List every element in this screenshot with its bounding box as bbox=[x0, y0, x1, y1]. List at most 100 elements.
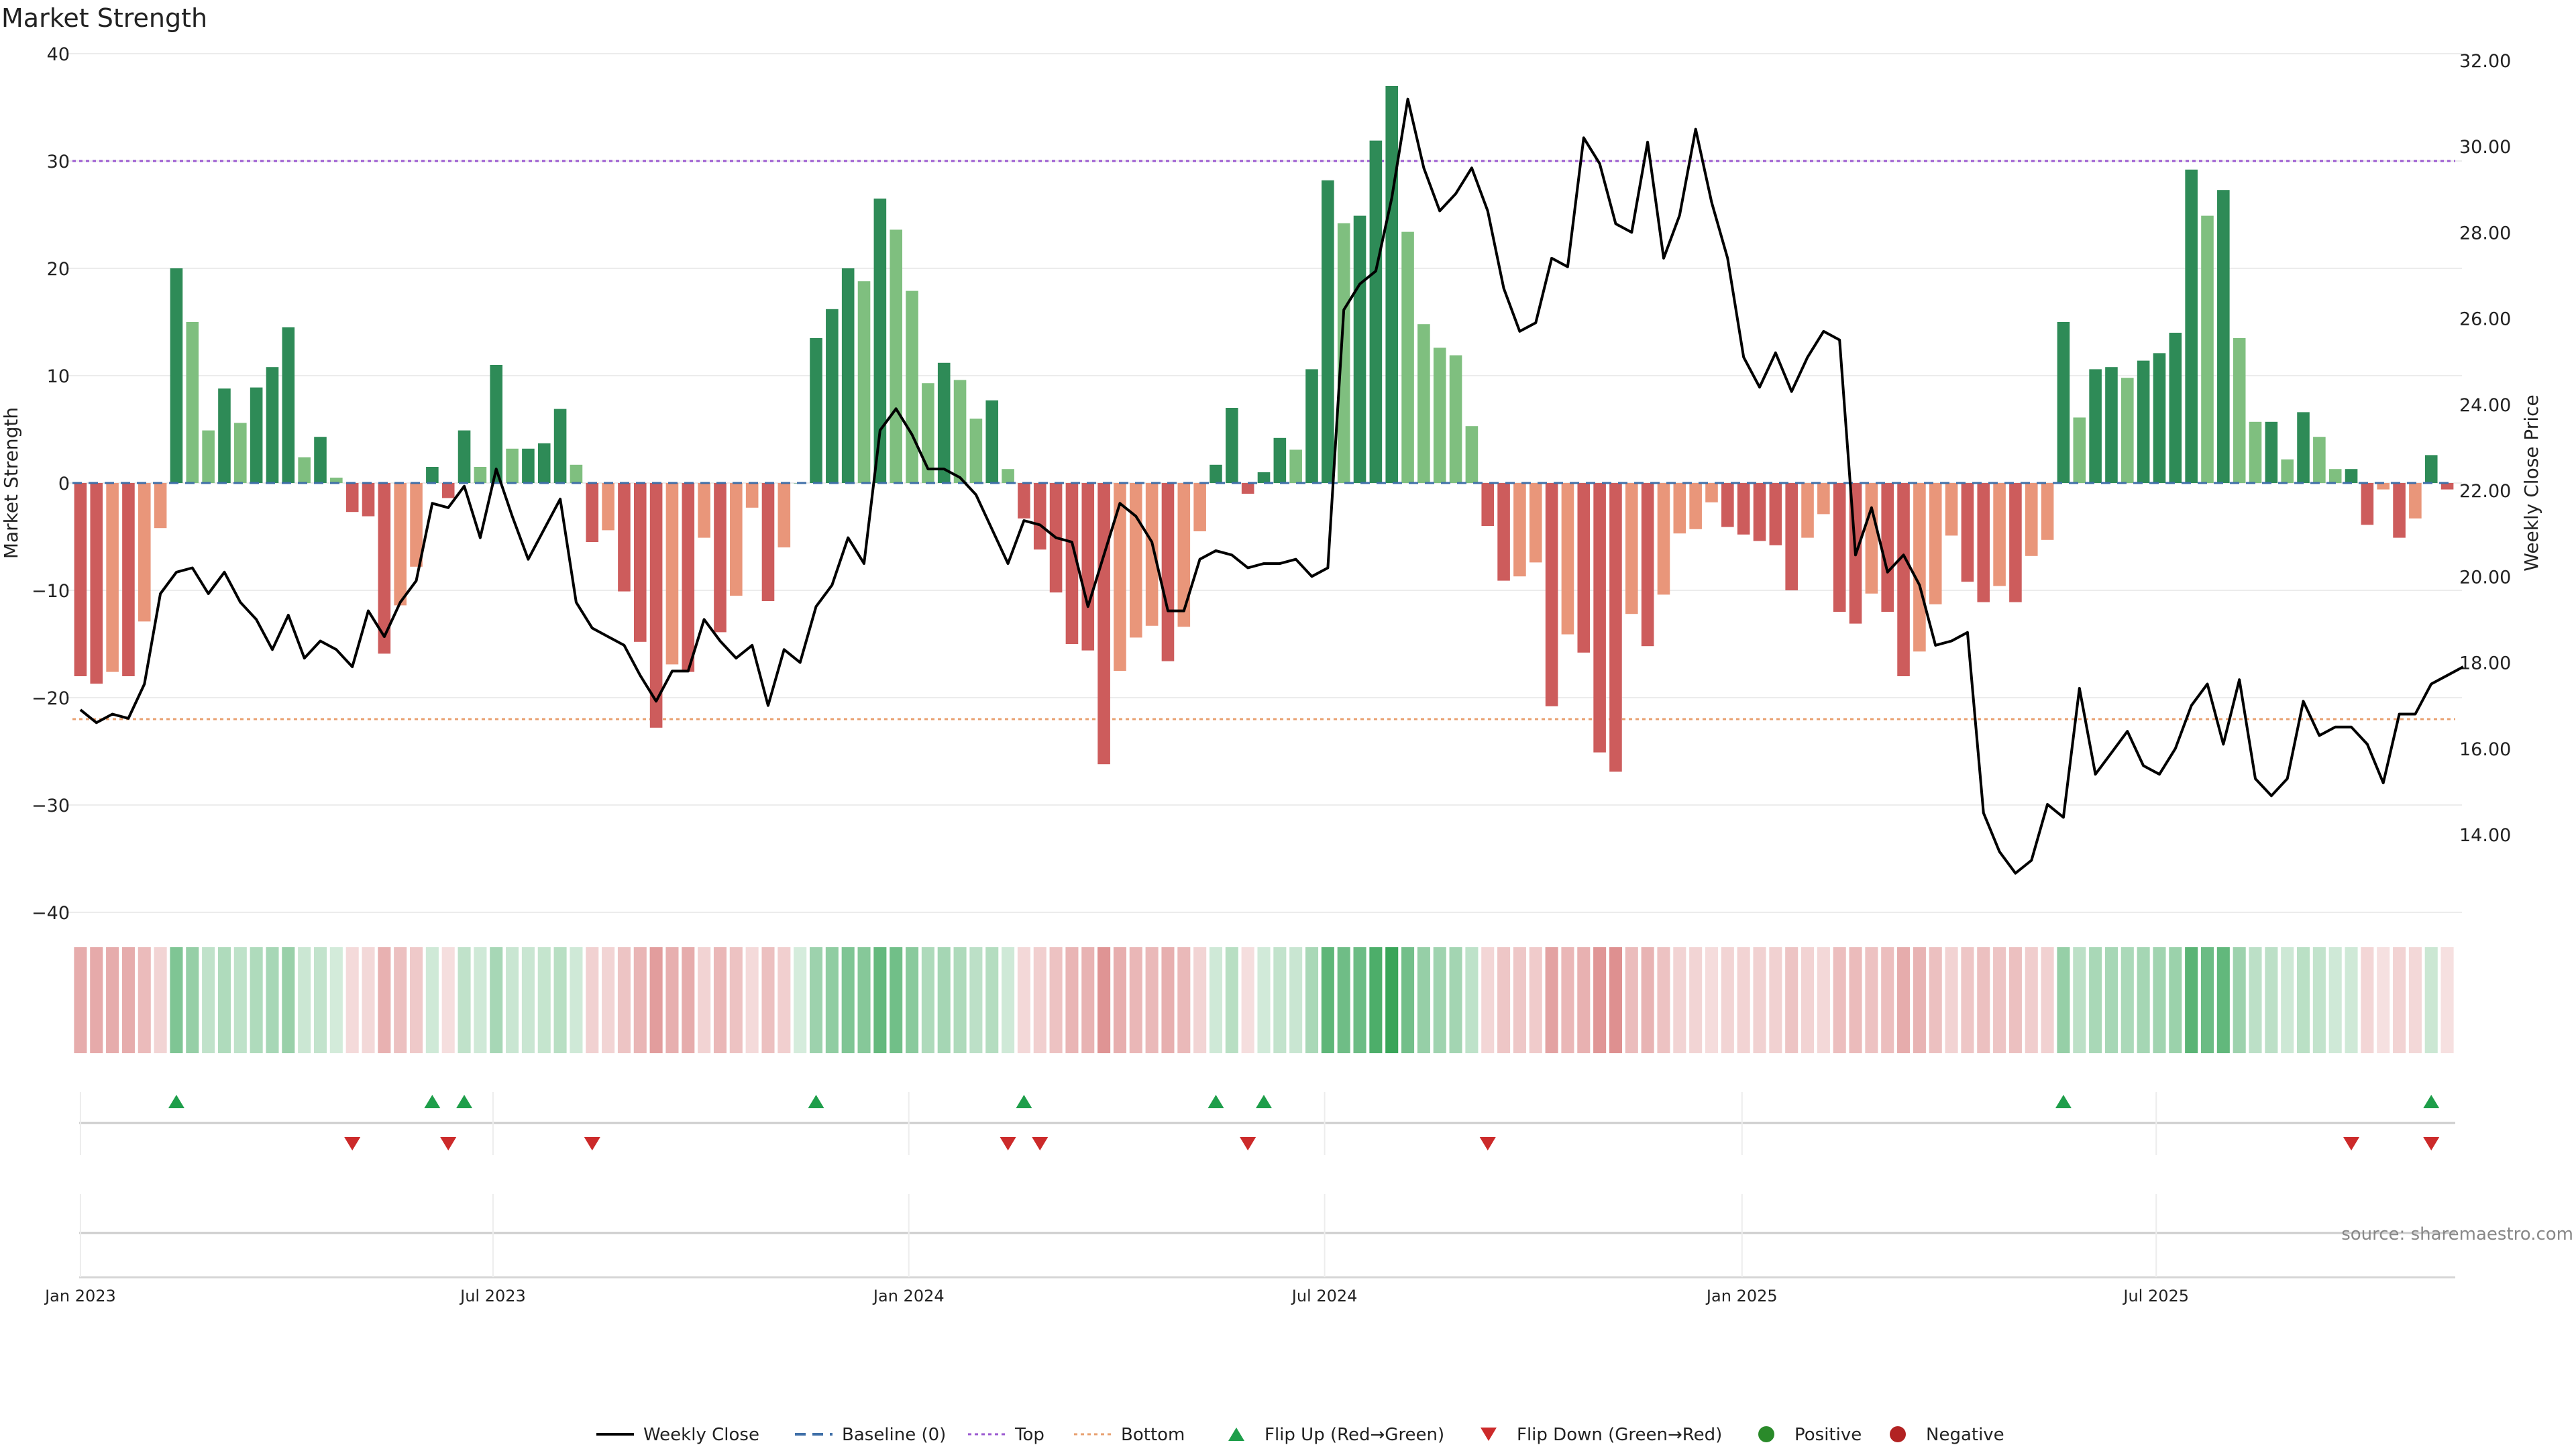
heat-cell bbox=[90, 947, 103, 1053]
flip-up-marker bbox=[808, 1095, 824, 1108]
legend-item: Weekly Close bbox=[596, 1425, 759, 1445]
strength-bar bbox=[857, 281, 871, 483]
heat-cell bbox=[1017, 947, 1030, 1053]
strength-bar bbox=[202, 430, 215, 483]
strength-bar bbox=[1353, 215, 1366, 483]
right-axis-label: Weekly Close Price bbox=[2520, 394, 2542, 571]
legend-item: Top bbox=[968, 1425, 1044, 1445]
strength-bar bbox=[1721, 483, 1734, 527]
right-axis-ticks: 32.00 30.00 28.00 26.00 24.00 22.00 20.00 18.00… bbox=[2459, 51, 2511, 846]
flip-up-marker bbox=[1256, 1095, 1272, 1108]
strength-bar bbox=[234, 423, 247, 483]
heat-cell bbox=[1497, 947, 1511, 1053]
heat-cell bbox=[329, 947, 343, 1053]
heat-cell bbox=[1593, 947, 1607, 1053]
strength-bar bbox=[314, 437, 327, 483]
heat-cell bbox=[1769, 947, 1782, 1053]
strength-bar bbox=[2057, 322, 2070, 483]
strength-bar bbox=[1241, 483, 1254, 494]
flip-up-marker bbox=[2055, 1095, 2072, 1108]
heat-cell bbox=[2153, 947, 2166, 1053]
heat-cell bbox=[2169, 947, 2182, 1053]
strength-bar bbox=[1497, 483, 1510, 581]
heat-cell bbox=[250, 947, 263, 1053]
x-tick-label: Jul 2023 bbox=[459, 1287, 526, 1305]
strength-bar bbox=[841, 268, 855, 483]
legend-item: Baseline (0) bbox=[795, 1425, 946, 1445]
heat-cell bbox=[1353, 947, 1366, 1053]
strength-bar bbox=[1210, 464, 1222, 483]
strength-bar bbox=[602, 483, 614, 531]
chart-title: Market Strength bbox=[1, 3, 207, 33]
strength-bar bbox=[1401, 231, 1414, 483]
strength-bar bbox=[1145, 483, 1159, 626]
legend-item: Flip Down (Green→Red) bbox=[1481, 1425, 1722, 1445]
legend-item: Flip Up (Red→Green) bbox=[1228, 1425, 1444, 1445]
flip-down-marker bbox=[1032, 1137, 1049, 1150]
flip-down-marker bbox=[2423, 1137, 2440, 1150]
heat-cell bbox=[665, 947, 679, 1053]
heat-cell bbox=[857, 947, 871, 1053]
x-tick-label: Jul 2024 bbox=[1291, 1287, 1358, 1305]
heat-cell bbox=[1161, 947, 1175, 1053]
legend-item: Positive bbox=[1758, 1425, 1862, 1445]
strength-bar bbox=[953, 380, 967, 483]
heat-cell bbox=[1817, 947, 1830, 1053]
strength-bar bbox=[282, 327, 295, 483]
heat-cell bbox=[1929, 947, 1942, 1053]
strength-bar bbox=[250, 387, 263, 483]
heat-cell bbox=[2281, 947, 2294, 1053]
heat-cell bbox=[282, 947, 295, 1053]
heat-cell bbox=[713, 947, 727, 1053]
strength-bar bbox=[218, 388, 231, 483]
strength-bar bbox=[1657, 483, 1670, 595]
strength-bar bbox=[1097, 483, 1110, 765]
heat-cell bbox=[794, 947, 807, 1053]
strength-bar bbox=[2361, 483, 2374, 525]
heat-cell bbox=[1065, 947, 1079, 1053]
heat-cell bbox=[1097, 947, 1111, 1053]
heat-cell bbox=[1833, 947, 1846, 1053]
strength-bar bbox=[394, 483, 407, 606]
heat-cell bbox=[1609, 947, 1622, 1053]
strength-bar bbox=[186, 322, 199, 483]
left-tick-label: 40 bbox=[47, 44, 70, 65]
x-tick-label: Jan 2023 bbox=[44, 1287, 116, 1305]
heat-cell bbox=[1321, 947, 1334, 1053]
heat-cell bbox=[202, 947, 215, 1053]
flip-up-marker bbox=[456, 1095, 473, 1108]
strength-bar bbox=[1737, 483, 1750, 535]
heat-cell bbox=[394, 947, 407, 1053]
legend-circle-icon bbox=[1758, 1426, 1774, 1442]
left-axis-label: Market Strength bbox=[0, 407, 22, 559]
strength-bar bbox=[426, 467, 439, 483]
heat-cell bbox=[2312, 947, 2326, 1053]
heat-cell bbox=[1865, 947, 1878, 1053]
heat-cell bbox=[186, 947, 199, 1053]
heat-cell bbox=[682, 947, 695, 1053]
heat-cell bbox=[1561, 947, 1574, 1053]
heat-cell bbox=[170, 947, 183, 1053]
heat-cell bbox=[873, 947, 887, 1053]
strength-bar bbox=[1961, 483, 1974, 582]
heat-cell bbox=[1145, 947, 1159, 1053]
heat-cell bbox=[1689, 947, 1703, 1053]
heat-cell bbox=[1257, 947, 1271, 1053]
left-tick-label: 0 bbox=[58, 474, 70, 494]
strength-bar bbox=[1769, 483, 1782, 545]
heat-cell bbox=[2041, 947, 2054, 1053]
strength-bar bbox=[1481, 483, 1495, 526]
strength-bar bbox=[1513, 483, 1526, 577]
strength-bar bbox=[682, 483, 695, 672]
strength-bar bbox=[2217, 190, 2230, 483]
heat-cell bbox=[2361, 947, 2374, 1053]
heat-cell bbox=[649, 947, 663, 1053]
legend-triangle-down-icon bbox=[1481, 1428, 1497, 1441]
heat-cell bbox=[921, 947, 934, 1053]
heat-cell bbox=[1801, 947, 1815, 1053]
strength-bar bbox=[649, 483, 663, 728]
strength-bar bbox=[2328, 469, 2342, 483]
heat-cell bbox=[537, 947, 551, 1053]
strength-bar bbox=[441, 483, 455, 498]
heat-cell bbox=[1241, 947, 1254, 1053]
